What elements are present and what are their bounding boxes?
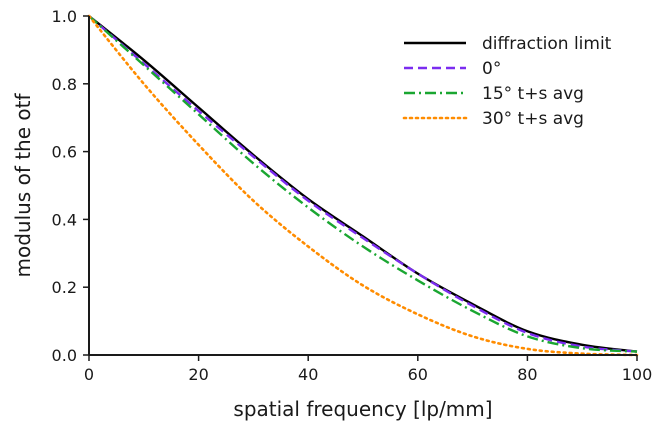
x-tick-label: 0 [84,365,94,384]
y-tick-label: 0.6 [52,143,77,162]
y-tick-label: 0.4 [52,210,77,229]
y-axis-label: modulus of the otf [11,93,35,278]
y-tick-label: 0.2 [52,278,77,297]
x-tick-label: 20 [188,365,208,384]
series-layer [87,14,639,357]
series-line-1 [88,15,638,353]
series-line-2 [88,15,638,353]
y-tick-label: 0.8 [52,75,77,94]
legend: diffraction limit 0° 15° t+s avg 30° t+s av… [402,34,612,129]
legend-label-2: 15° t+s avg [482,84,584,104]
y-tick-label: 1.0 [52,7,77,26]
x-tick-label: 100 [622,365,653,384]
series-line-0 [88,15,638,353]
x-tick-label: 40 [298,365,318,384]
ticks: 0 20 40 60 80 100 0.0 0.2 0.4 0.6 0.8 1.0 [52,7,653,384]
legend-label-0: diffraction limit [482,34,612,54]
legend-label-1: 0° [482,59,501,79]
x-tick-label: 60 [408,365,428,384]
series-line-3 [87,14,639,357]
legend-label-3: 30° t+s avg [482,109,584,129]
axes [88,16,637,356]
x-tick-label: 80 [517,365,537,384]
x-axis-label: spatial frequency [lp/mm] [233,397,492,421]
y-tick-label: 0.0 [52,346,77,365]
